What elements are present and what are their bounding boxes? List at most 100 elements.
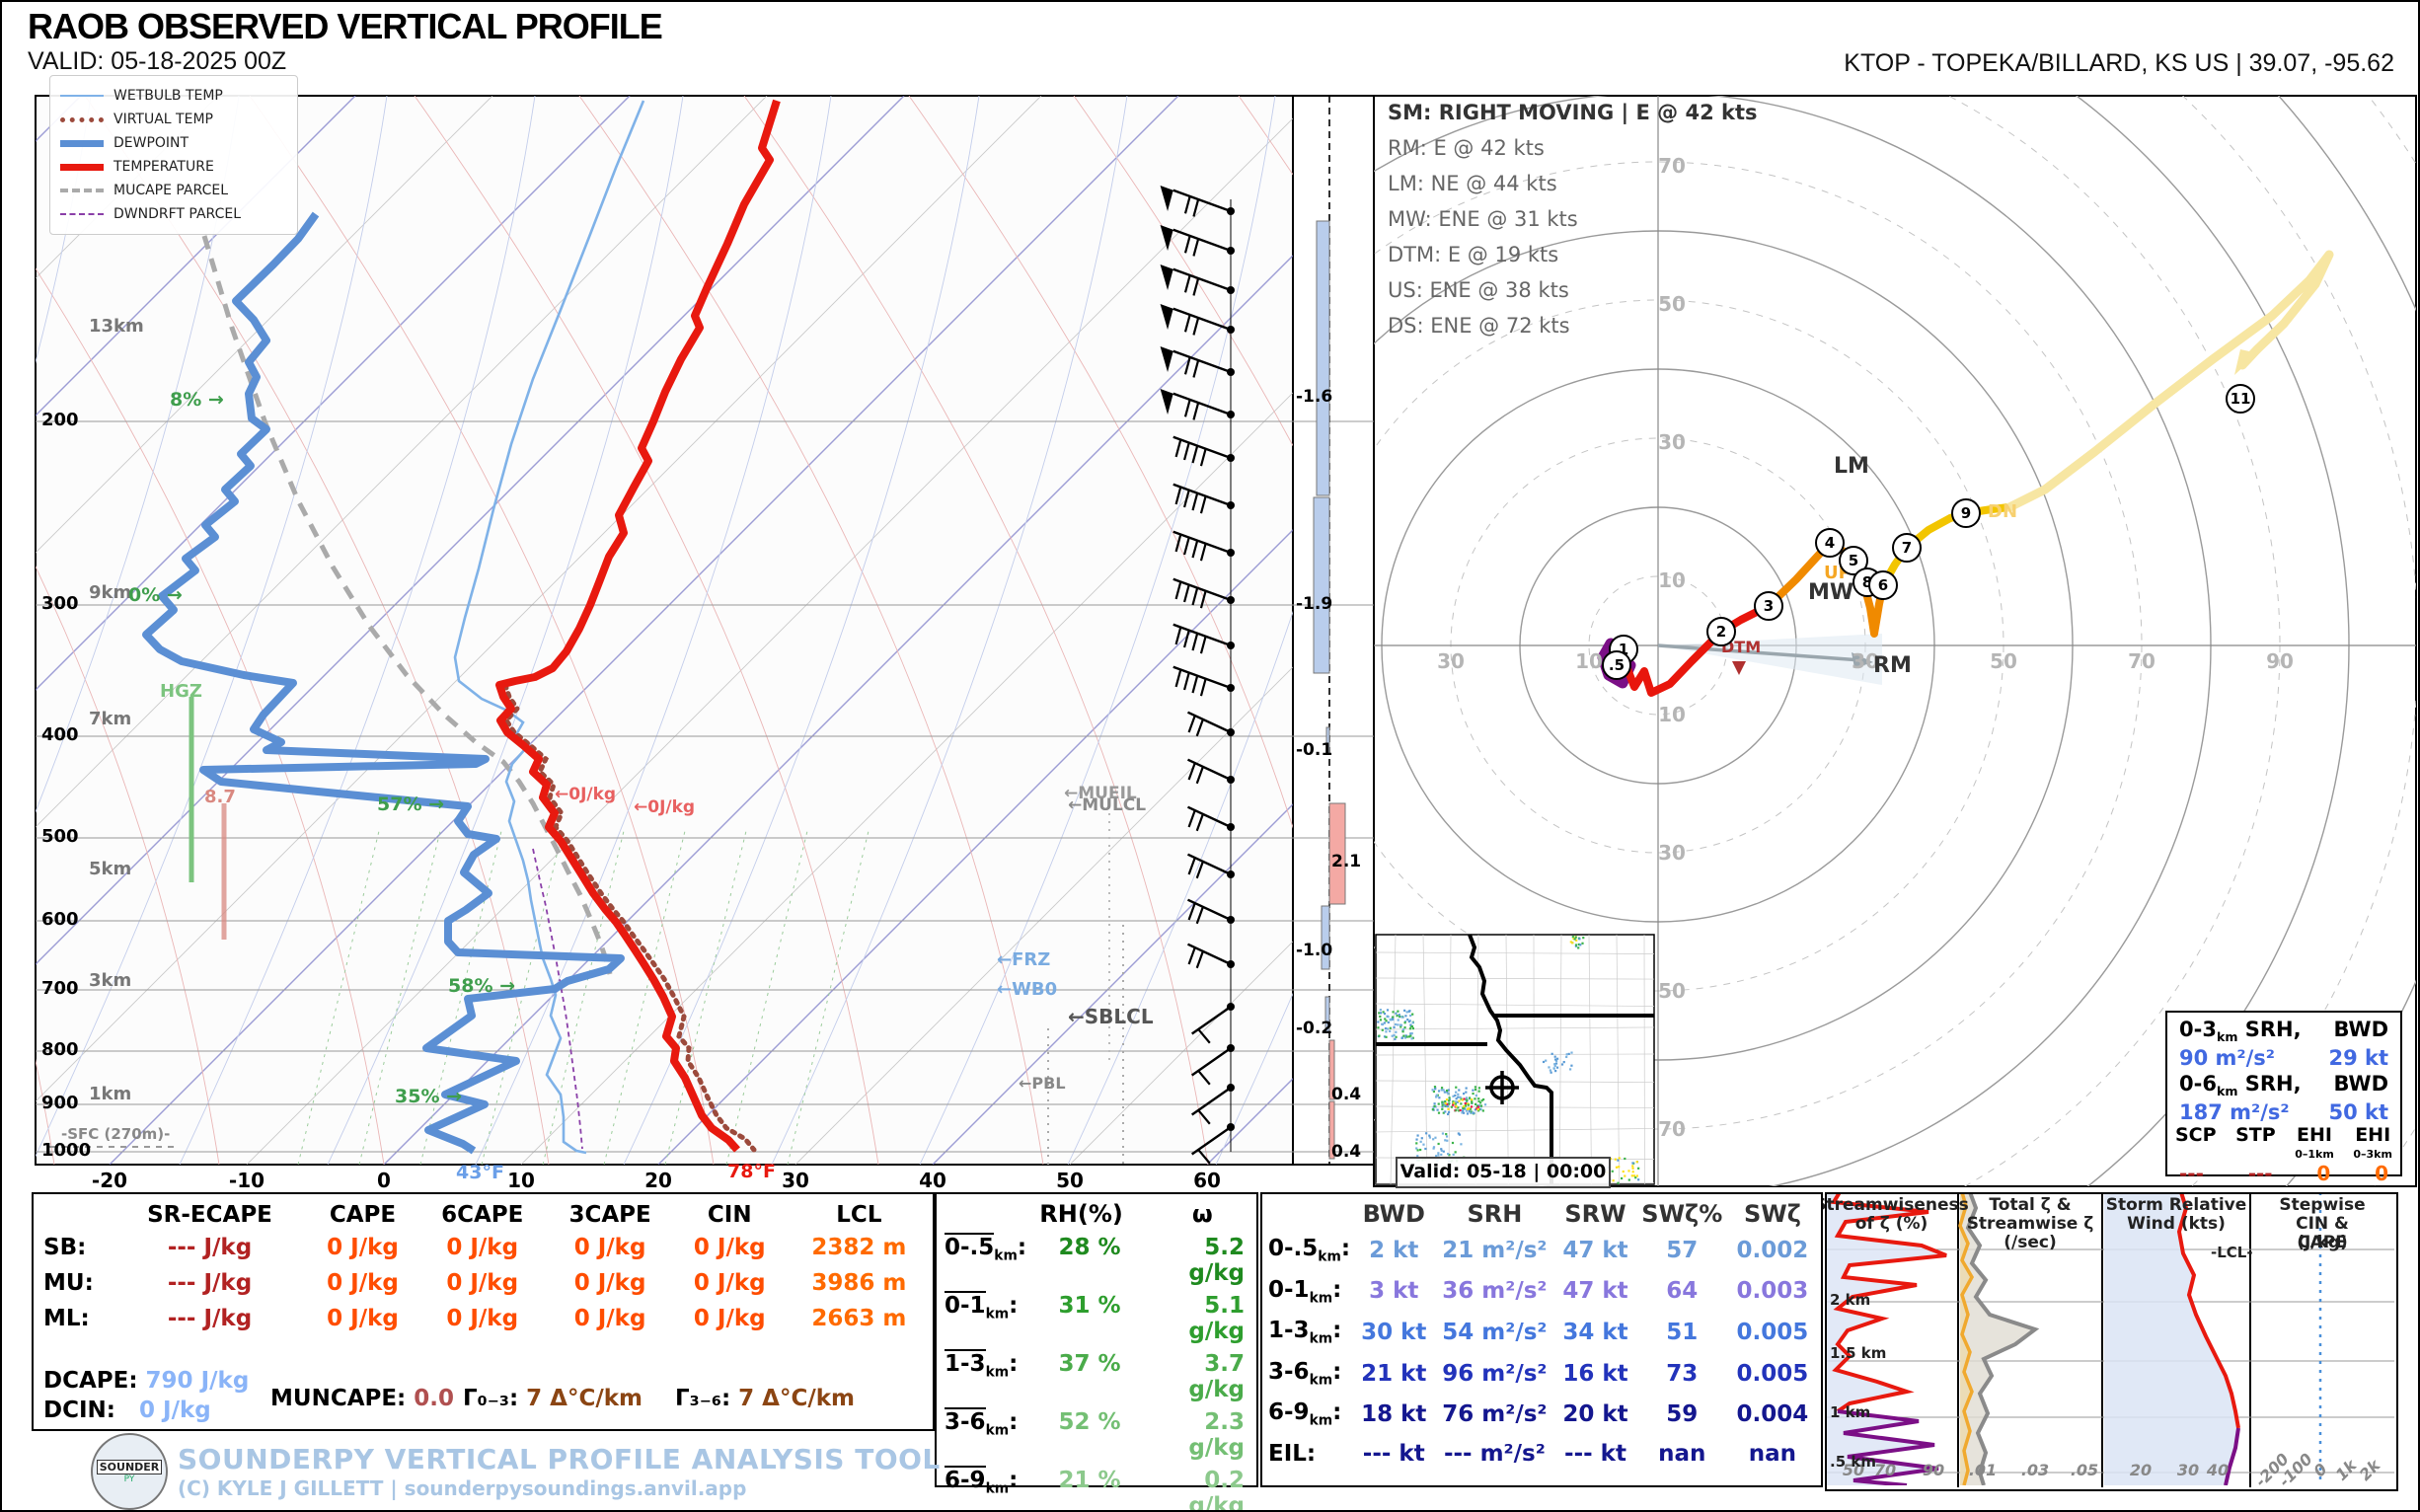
shear-value: 0.002	[1736, 1237, 1809, 1263]
shear-value: 0.005	[1736, 1319, 1809, 1345]
thermo-col-header: SR-ECAPE	[147, 1202, 272, 1228]
shear-value: --- kt	[1362, 1440, 1425, 1467]
thermo-col-header: CAPE	[329, 1202, 397, 1228]
thermo-value: --- J/kg	[167, 1235, 253, 1260]
thermo-value: 0 J/kg	[327, 1306, 399, 1331]
lapse-rate-3-6: Γ₃₋₆: 7 Δ°C/km	[675, 1386, 856, 1411]
srh-box-indices-header: SCP STP EHI 0–1km EHI 0–3km	[2175, 1124, 2392, 1162]
shear-col-header: BWD	[1362, 1200, 1425, 1228]
storm-motion-line: SM: RIGHT MOVING | E @ 42 kts	[1388, 101, 1758, 124]
shear-value: 20 kt	[1562, 1401, 1628, 1428]
shear-row-label: 0-.5km:	[1268, 1236, 1351, 1265]
omega-bar	[1321, 905, 1330, 970]
shear-value: nan	[1658, 1440, 1706, 1467]
thermo-value: 0 J/kg	[693, 1235, 766, 1260]
moisture-row: 0-1km: 31 % 5.1 g/kg	[945, 1291, 1245, 1344]
table-row: 0-1km: 3 kt 36 m²/s² 47 kt 64 0.003	[1268, 1271, 1815, 1313]
moisture-row: 3-6km: 52 % 2.3 g/kg	[945, 1407, 1245, 1461]
thermo-value: 0 J/kg	[327, 1270, 399, 1296]
shear-value: 76 m²/s²	[1442, 1401, 1548, 1428]
srh-box-indices-values: --- --- 0 0	[2179, 1161, 2388, 1185]
footer-credit: (C) KYLE J GILLETT | sounderpysoundings.…	[178, 1476, 747, 1500]
thermo-col-header: 6CAPE	[441, 1202, 524, 1228]
shear-table: BWD SRH SRW SWζ% SWζ 0-.5km: 2 kt 21 m²/s² 47 kt…	[1268, 1198, 1815, 1473]
thermo-row-label: SB:	[43, 1235, 87, 1260]
srh-box-line1: 0-3km SRH, BWD	[2179, 1018, 2388, 1045]
legend-item: MUCAPE PARCEL	[60, 179, 287, 202]
legend-item-label: TEMPERATURE	[113, 159, 214, 175]
shear-value: 18 kt	[1361, 1401, 1427, 1428]
omega-strip	[1293, 96, 1374, 1165]
omega-bar	[1324, 996, 1330, 1033]
legend-item-label: VIRTUAL TEMP	[113, 112, 213, 127]
legend-swatch-icon	[60, 139, 104, 147]
storm-motion-readout: SM: RIGHT MOVING | E @ 42 kts RM: E @ 42 …	[1388, 101, 1758, 349]
storm-motion-line: MW: ENE @ 31 kts	[1388, 207, 1578, 231]
storm-motion-line: US: ENE @ 38 kts	[1388, 278, 1569, 302]
moisture-table-panel: RH(%) ω 0-.5km: 28 % 5.2 g/kg 0-1km: 31 % 5…	[935, 1192, 1258, 1510]
omega-bar	[1313, 496, 1330, 674]
shear-value: 96 m²/s²	[1442, 1360, 1548, 1387]
legend-item-label: DEWPOINT	[113, 135, 189, 151]
thermo-value: 0 J/kg	[573, 1270, 646, 1296]
thermo-value: --- J/kg	[167, 1270, 253, 1296]
legend-swatch-icon	[60, 189, 104, 192]
thermo-value: 0 J/kg	[573, 1306, 646, 1331]
shear-value: 47 kt	[1562, 1237, 1628, 1263]
thermo-col-header: CIN	[707, 1202, 752, 1228]
thermo-value: 2382 m	[811, 1235, 907, 1260]
shear-value: 47 kt	[1562, 1278, 1628, 1305]
moisture-row: 6-9km: 21 % 0.2 g/kg	[945, 1466, 1245, 1512]
omega-bar	[1328, 802, 1346, 905]
shear-value: 21 kt	[1361, 1360, 1427, 1387]
station-info: KTOP - TOPEKA/BILLARD, KS US | 39.07, -9…	[1844, 49, 2394, 77]
thermo-value: 0 J/kg	[573, 1235, 646, 1260]
srh-box-line2: 90 m²/s² 29 kt	[2179, 1046, 2388, 1071]
thermo-col-header: 3CAPE	[568, 1202, 651, 1228]
shear-value: 34 kt	[1562, 1319, 1628, 1345]
thermo-table-panel: SR-ECAPE CAPE 6CAPE 3CAPE CIN LCL SB: --- J/kg 0…	[32, 1192, 935, 1431]
srh-bwd-summary-box: 0-3km SRH, BWD 90 m²/s² 29 kt 0-6km SRH, BW…	[2165, 1011, 2402, 1185]
table-row: ML: --- J/kg 0 J/kg 0 J/kg 0 J/kg 0 J/kg 2663 …	[34, 1301, 933, 1336]
thermo-col-header: LCL	[836, 1202, 882, 1228]
omega-bar	[1316, 220, 1330, 496]
shear-row-label: 3-6km:	[1268, 1358, 1342, 1389]
shear-value: nan	[1748, 1440, 1797, 1467]
table-row: MU: --- J/kg 0 J/kg 0 J/kg 0 J/kg 0 J/kg 3986 …	[34, 1265, 933, 1301]
storm-motion-line: DTM: E @ 19 kts	[1388, 243, 1559, 266]
dcin-readout: DCIN: 0 J/kg	[43, 1398, 211, 1423]
skewt-legend: WETBULB TEMP VIRTUAL TEMP DEWPOINT TEMPERAT…	[49, 75, 298, 235]
thermo-value: 0 J/kg	[693, 1270, 766, 1296]
temperature-curve	[495, 99, 781, 1153]
legend-item: DEWPOINT	[60, 131, 287, 155]
shear-row-label: EIL:	[1268, 1440, 1317, 1467]
srh-box-line3: 0-6km SRH, BWD	[2179, 1072, 2388, 1099]
omega-bar	[1328, 1039, 1335, 1100]
mucape-parcel-curve	[201, 235, 613, 975]
shear-value: 0.005	[1736, 1360, 1809, 1387]
thermo-value: 2663 m	[811, 1306, 907, 1331]
shear-value: --- kt	[1564, 1440, 1626, 1467]
shear-value: 3 kt	[1369, 1278, 1419, 1305]
footer-title: SOUNDERPY VERTICAL PROFILE ANALYSIS TOOL	[178, 1443, 941, 1475]
shear-col-header: SRW	[1564, 1200, 1626, 1228]
shear-col-header: SWζ%	[1641, 1200, 1723, 1228]
legend-item: TEMPERATURE	[60, 155, 287, 179]
shear-value: 0.003	[1736, 1278, 1809, 1305]
virtual-temp-curve	[501, 602, 757, 1153]
thermo-row-label: MU:	[43, 1270, 94, 1296]
map-inset	[1375, 934, 1655, 1185]
thermo-row-label: ML:	[43, 1306, 90, 1331]
shear-table-panel: BWD SRH SRW SWζ% SWζ 0-.5km: 2 kt 21 m²/s² 47 kt…	[1260, 1192, 1823, 1487]
hodograph-trace	[2004, 250, 2334, 512]
thermo-value: 0 J/kg	[446, 1235, 519, 1260]
wetbulb-curve	[453, 100, 645, 1155]
shear-value: 73	[1666, 1360, 1699, 1387]
logo-subtext: PY	[123, 1474, 135, 1484]
omega-panel	[1292, 95, 1375, 1166]
shear-value: 2 kt	[1369, 1237, 1419, 1263]
thermo-value: 0 J/kg	[327, 1235, 399, 1260]
table-row: 1-3km: 30 kt 54 m²/s² 34 kt 51 0.005	[1268, 1312, 1815, 1353]
